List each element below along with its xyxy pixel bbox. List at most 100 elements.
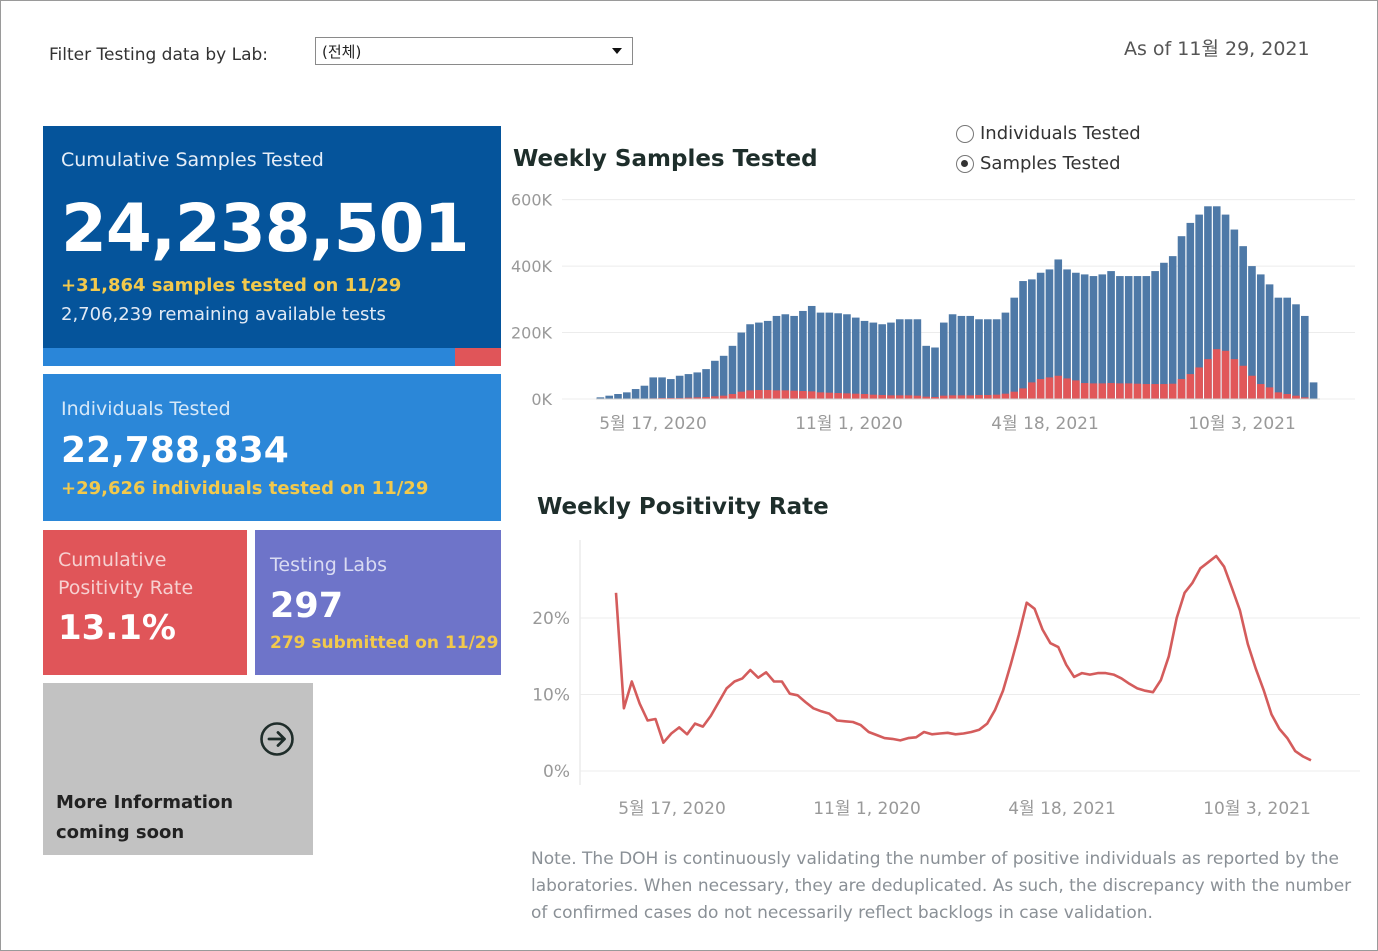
testing-labs-tile: Testing Labs 297 279 submitted on 11/29	[255, 530, 501, 675]
samples-bar	[799, 310, 807, 399]
positives-bar	[719, 395, 728, 399]
samples-bar	[895, 319, 904, 399]
positives-bar	[1186, 374, 1195, 399]
positives-bar	[763, 390, 772, 399]
more-information-tile[interactable]: More Information coming soon	[43, 683, 313, 855]
positives-bar	[1045, 377, 1054, 399]
samples-bar	[1072, 272, 1080, 399]
positives-bar	[843, 393, 851, 399]
samples-bar	[1098, 274, 1107, 399]
samples-bar	[984, 319, 992, 399]
positives-bar	[1283, 394, 1291, 399]
samples-bar	[675, 375, 684, 399]
validation-note: Note. The DOH is continuously validating…	[531, 849, 1352, 923]
positives-bar	[1274, 392, 1283, 399]
samples-bar	[737, 332, 746, 399]
positives-bar	[1001, 393, 1010, 399]
lab-filter-value: (전체)	[322, 43, 362, 61]
samples-bar	[1195, 214, 1203, 399]
positives-bar	[816, 392, 825, 399]
positivity-rate-tile: Cumulative Positivity Rate 13.1%	[43, 530, 247, 675]
samples-bar	[992, 319, 1001, 399]
samples-bar	[614, 394, 622, 399]
samples-bar	[1116, 276, 1124, 399]
positives-bar	[799, 391, 807, 399]
positives-bar	[1160, 384, 1168, 399]
arrow-circle-right-icon[interactable]	[259, 721, 295, 757]
testing-labs-value: 297	[270, 586, 344, 626]
positives-bar	[737, 391, 746, 399]
samples-bar	[904, 319, 913, 399]
positives-bar	[1212, 349, 1221, 399]
samples-bar	[1230, 229, 1239, 399]
samples-bar	[843, 314, 851, 399]
positives-bar	[1107, 383, 1115, 399]
weekly-samples-chart-title: Weekly Samples Tested	[513, 146, 818, 172]
positives-bar	[984, 395, 992, 399]
positives-bar	[693, 397, 702, 399]
samples-bar	[948, 314, 957, 399]
samples-bar	[1028, 279, 1036, 399]
bar-chart-y-tick: 400K	[511, 257, 553, 276]
samples-bar	[869, 322, 878, 399]
samples-bar	[658, 377, 666, 399]
samples-bar	[702, 369, 710, 399]
weekly-positivity-chart-title: Weekly Positivity Rate	[537, 494, 829, 520]
samples-bar	[939, 322, 948, 399]
toggle-individuals-tested[interactable]: Individuals Tested	[956, 123, 1141, 144]
testing-labs-title: Testing Labs	[270, 554, 388, 576]
samples-bar	[1133, 276, 1142, 399]
positives-bar	[1151, 384, 1159, 399]
lab-filter-dropdown[interactable]: (전체)	[315, 37, 633, 65]
samples-bar	[1036, 272, 1045, 399]
samples-bar	[728, 345, 737, 399]
positives-bar	[1265, 387, 1274, 399]
individuals-tested-tile: Individuals Tested 22,788,834 +29,626 in…	[43, 374, 501, 521]
toggle-samples-tested[interactable]: Samples Tested	[956, 153, 1121, 174]
samples-bar	[957, 315, 966, 399]
samples-bar	[966, 315, 975, 399]
positives-bar	[1089, 383, 1098, 399]
samples-bar	[1080, 274, 1089, 399]
samples-bar	[860, 320, 869, 399]
as-of-date: As of 11월 29, 2021	[1124, 38, 1310, 60]
bar-chart-x-tick: 5월 17, 2020	[599, 414, 707, 434]
positives-bar	[1256, 384, 1265, 399]
samples-bar	[667, 379, 675, 399]
positives-bar	[825, 392, 834, 399]
samples-bar	[1001, 312, 1010, 399]
positives-bar	[869, 394, 878, 399]
positives-bar	[790, 390, 798, 399]
samples-bar	[772, 315, 781, 399]
samples-bar	[1142, 276, 1151, 399]
positives-bar	[1133, 383, 1142, 399]
positives-bar	[1221, 350, 1230, 399]
radio-individuals-tested[interactable]	[956, 124, 974, 143]
samples-bar	[825, 312, 834, 399]
line-chart-x-tick: 11월 1, 2020	[813, 799, 921, 819]
positives-bar	[1300, 397, 1309, 399]
chevron-down-icon[interactable]	[612, 48, 622, 54]
samples-bar	[684, 374, 693, 399]
positives-bar	[1124, 383, 1133, 399]
samples-bar	[807, 305, 816, 399]
samples-bar	[1239, 246, 1247, 399]
positivity-rate-value: 13.1%	[58, 608, 176, 648]
samples-bar	[1248, 266, 1256, 399]
positives-bar	[1168, 383, 1177, 399]
samples-bar	[746, 324, 754, 399]
radio-samples-tested[interactable]	[956, 154, 974, 173]
positives-bar	[1063, 378, 1071, 399]
samples-bar	[1221, 214, 1230, 399]
positives-bar	[1080, 383, 1089, 399]
positives-bar	[1036, 379, 1045, 399]
line-chart-x-tick: 10월 3, 2021	[1203, 799, 1311, 819]
positives-bar	[1248, 375, 1256, 399]
samples-bar	[834, 313, 842, 399]
samples-bar	[913, 319, 922, 399]
line-chart-x-tick: 5월 17, 2020	[618, 799, 726, 819]
positives-bar	[913, 395, 922, 399]
line-chart-x-tick: 4월 18, 2021	[1008, 799, 1116, 819]
samples-bar	[887, 322, 895, 399]
samples-bar	[719, 355, 728, 399]
